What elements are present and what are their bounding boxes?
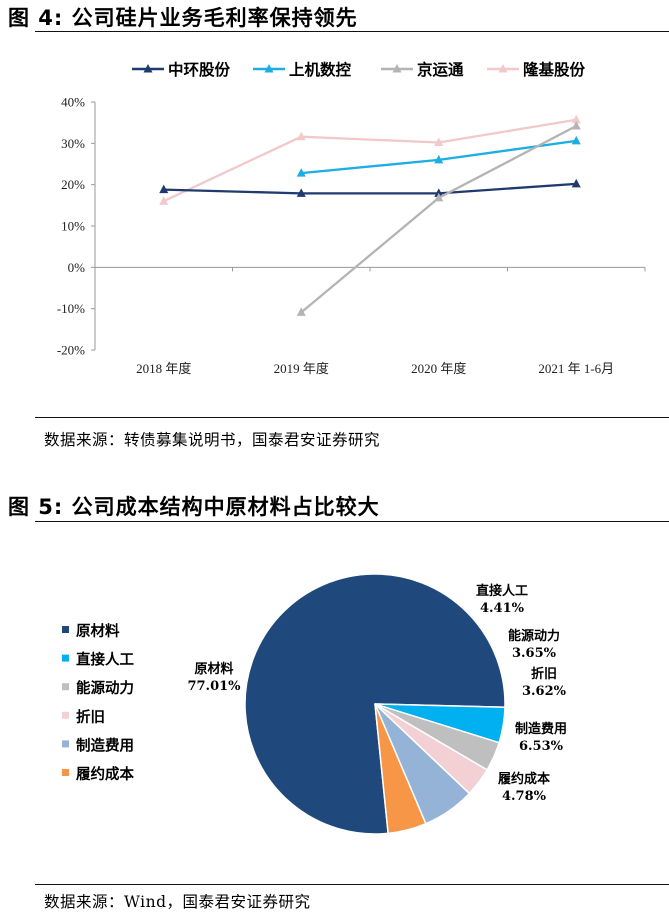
legend-entry: 履约成本 [62, 765, 134, 783]
slice-label: 履约成本 4.78% [498, 771, 550, 804]
series-line [163, 118, 577, 203]
legend-entry: 上机数控 [253, 60, 352, 79]
legend-swatch [62, 626, 69, 633]
legend-entry: 制造费用 [62, 736, 134, 754]
legend-marker [264, 64, 274, 73]
legend-marker [498, 64, 508, 73]
data-point [159, 184, 169, 194]
legend-swatch [62, 683, 69, 691]
series-line [300, 124, 577, 314]
data-point [434, 137, 444, 147]
figure-4-title: 图 4: 公司硅片业务毛利率保持领先 [8, 6, 358, 30]
legend-entry: 中环股份 [132, 60, 231, 79]
legend-label: 原材料 [76, 622, 120, 640]
legend-swatch [62, 711, 69, 719]
slice-label: 原材料 77.01% [187, 661, 241, 694]
y-tick-label: 40% [61, 95, 85, 110]
slice-value: 4.41% [480, 601, 525, 616]
line-chart-legend: 中环股份 上机数控 京运通 隆基股份 [132, 60, 586, 79]
y-tick-label: -20% [57, 343, 85, 358]
legend-swatch [62, 740, 69, 748]
legend-marker [143, 64, 153, 73]
legend-label: 履约成本 [76, 765, 134, 783]
data-point [571, 178, 581, 188]
slice-label: 能源动力 3.65% [508, 628, 560, 661]
line-chart: 中环股份 上机数控 京运通 隆基股份 40% 30% 20% 10% 0% -10% -20% 20… [57, 60, 646, 376]
figure-5-bottom-rule [35, 884, 669, 885]
data-point [434, 192, 444, 202]
y-tick-label: 0% [68, 260, 86, 275]
slice-name: 制造费用 [515, 721, 567, 737]
line-chart-series [159, 114, 581, 316]
figure-5-source: 数据来源：Wind，国泰君安证券研究 [44, 893, 311, 911]
data-point [571, 135, 581, 145]
legend-entry: 原材料 [62, 622, 120, 640]
line-chart-axes: 40% 30% 20% 10% 0% -10% -20% 2018 年度 2019 年度 2020… [57, 95, 646, 376]
legend-label: 直接人工 [76, 651, 134, 669]
legend-entry: 隆基股份 [487, 60, 586, 79]
series-line [163, 182, 577, 195]
slice-name: 直接人工 [476, 583, 528, 599]
x-tick-label: 2019 年度 [274, 361, 329, 376]
y-tick-label: 20% [61, 177, 85, 192]
data-point [296, 168, 306, 177]
legend-label: 折旧 [76, 708, 105, 726]
figure-4-source: 数据来源：转债募集说明书，国泰君安证券研究 [44, 431, 381, 449]
x-tick-label: 2018 年度 [136, 361, 191, 376]
legend-label: 隆基股份 [523, 60, 586, 79]
series-2 [296, 135, 581, 177]
y-tick-label: -10% [57, 301, 85, 316]
data-point [571, 120, 581, 130]
legend-marker [392, 64, 402, 73]
figure-5-title: 图 5: 公司成本结构中原材料占比较大 [8, 495, 380, 519]
legend-label: 制造费用 [76, 736, 134, 754]
slice-name: 折旧 [531, 666, 557, 682]
slice-value: 77.01% [187, 679, 241, 694]
slice-name: 履约成本 [498, 771, 550, 787]
series-3 [296, 120, 581, 316]
legend-label: 上机数控 [289, 60, 352, 79]
slice-value: 3.62% [522, 684, 567, 699]
legend-swatch [62, 654, 69, 662]
data-point [571, 114, 581, 124]
data-point [296, 131, 306, 141]
legend-swatch [62, 769, 69, 776]
figure-4-top-rule [35, 31, 669, 32]
series-4 [159, 114, 581, 205]
slice-label: 直接人工 4.41% [476, 583, 528, 616]
x-tick-label: 2021 年 1-6月 [538, 361, 614, 376]
data-point [159, 196, 169, 205]
legend-entry: 能源动力 [62, 679, 134, 697]
slice-label: 制造费用 6.53% [515, 721, 567, 754]
y-tick-label: 10% [61, 219, 85, 234]
slice-value: 4.78% [502, 789, 547, 804]
pie-chart-slices [244, 573, 506, 835]
slice-label: 折旧 3.62% [522, 666, 567, 699]
data-point [296, 188, 306, 197]
legend-label: 中环股份 [168, 60, 231, 79]
legend-label: 能源动力 [76, 679, 134, 697]
data-point [434, 188, 444, 197]
figure-5-top-rule [35, 521, 669, 522]
slice-value: 3.65% [512, 646, 557, 661]
legend-entry: 直接人工 [62, 651, 134, 669]
pie-slice [374, 703, 427, 835]
slice-value: 6.53% [519, 739, 564, 754]
data-point [296, 307, 306, 316]
x-tick-label: 2020 年度 [411, 361, 466, 376]
series-1 [159, 178, 581, 197]
legend-entry: 折旧 [62, 708, 105, 726]
pie-chart-labels: 原材料 77.01% 直接人工 4.41% 能源动力 3.65% 折旧 3.62% 制造费用 6.… [187, 583, 567, 804]
legend-label: 京运通 [417, 60, 464, 79]
legend-entry: 京运通 [381, 60, 464, 79]
slice-name: 能源动力 [508, 628, 560, 644]
slice-name: 原材料 [194, 661, 233, 677]
y-tick-label: 30% [61, 136, 85, 151]
figure-4-bottom-rule [35, 417, 669, 418]
data-point [434, 154, 444, 164]
